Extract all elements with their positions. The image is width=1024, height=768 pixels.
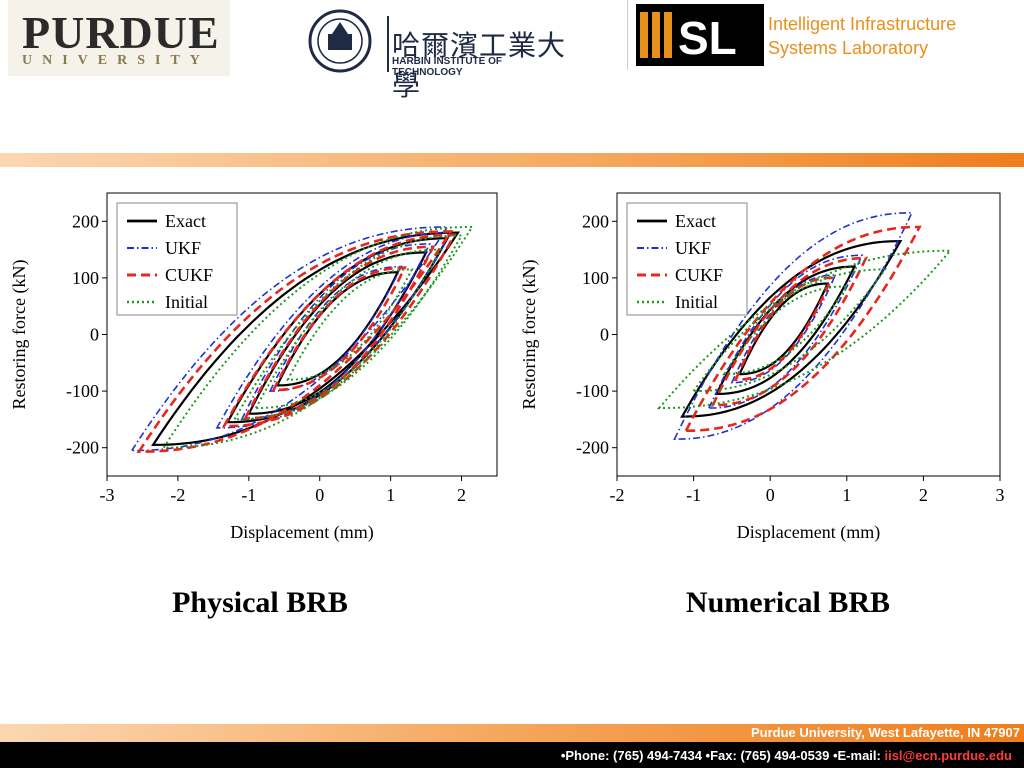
x-tick-label: -1: [241, 485, 256, 505]
footer-contact: •Phone: (765) 494-7434 •Fax: (765) 494-0…: [561, 748, 1012, 763]
series-ukf-loop-0: [130, 226, 449, 452]
footer-email-link[interactable]: iisl@ecn.purdue.edu: [884, 748, 1012, 763]
isl-mark-icon: SL: [636, 4, 764, 66]
purdue-sub: UNIVERSITY: [22, 53, 210, 68]
footer-contact-text: •Phone: (765) 494-7434 •Fax: (765) 494-0…: [560, 748, 885, 763]
isl-line2: Systems Laboratory: [768, 38, 929, 58]
legend-label-initial: Initial: [165, 292, 208, 312]
series-cukf-loop-2: [271, 266, 407, 392]
legend-label-exact: Exact: [165, 211, 206, 231]
series-cukf-loop-1: [243, 245, 436, 420]
hit-seal-icon: [308, 9, 372, 73]
x-tick-label: 1: [842, 485, 851, 505]
x-tick-label: -1: [686, 485, 701, 505]
x-tick-label: 2: [457, 485, 466, 505]
hit-logo: 哈爾濱工業大學 HARBIN INSTITUTE OF TECHNOLOGY: [302, 8, 572, 102]
legend-label-ukf: UKF: [675, 238, 711, 258]
hit-name-en: HARBIN INSTITUTE OF TECHNOLOGY: [392, 56, 502, 78]
x-tick-label: 0: [766, 485, 775, 505]
svg-text:SL: SL: [678, 12, 737, 64]
series-ukf-loop-0: [673, 211, 914, 441]
y-tick-label: 100: [582, 268, 609, 288]
header: PURDUE UNIVERSITY 哈爾濱工業大學 HARBIN INSTITU…: [0, 0, 1024, 102]
isl-logo: SL Intelligent Infrastructure Systems La…: [636, 0, 1024, 70]
series-exact-loop-3: [225, 237, 450, 424]
legend-label-exact: Exact: [675, 211, 716, 231]
hit-divider: [387, 16, 389, 72]
x-tick-label: -2: [170, 485, 185, 505]
x-tick-label: 1: [386, 485, 395, 505]
series-initial-loop-2: [722, 285, 849, 376]
y-tick-label: -100: [66, 381, 99, 401]
y-axis-label: Restoring force (kN): [519, 260, 540, 410]
legend-label-initial: Initial: [675, 292, 718, 312]
series-ukf-loop-2: [730, 274, 837, 384]
series-ukf-loop-1: [240, 243, 431, 421]
y-tick-label: -200: [576, 438, 609, 458]
chart-1: -2 -1 0 1 2 3 -200 -100 0 100 200 Displacement (mm)…: [519, 192, 1005, 543]
legend-label-cukf: CUKF: [675, 265, 723, 285]
caption-physical: Physical BRB: [172, 586, 348, 619]
series-initial-loop-1: [691, 268, 888, 393]
header-separator: [627, 0, 628, 70]
series-ukf-loop-1: [707, 254, 864, 409]
purdue-logo: PURDUE UNIVERSITY: [8, 0, 230, 76]
footer-address-bar: Purdue University, West Lafayette, IN 47…: [0, 724, 1024, 742]
series-initial-loop-2: [286, 268, 414, 381]
y-tick-label: -200: [66, 438, 99, 458]
footer-address: Purdue University, West Lafayette, IN 47…: [750, 725, 1020, 740]
y-tick-label: 0: [600, 325, 609, 345]
legend-label-ukf: UKF: [165, 238, 201, 258]
series-cukf-loop-2: [733, 276, 834, 382]
hit-name-cn: 哈爾濱工業大學: [392, 29, 567, 102]
y-tick-label: 200: [72, 211, 99, 231]
chart-0: -3 -2 -1 0 1 2 -200 -100 0 100 200 Displacement (mm…: [9, 192, 498, 543]
series-initial-loop-0: [161, 226, 475, 449]
y-tick-label: -100: [576, 381, 609, 401]
x-axis-label: Displacement (mm): [737, 522, 880, 543]
caption-numerical: Numerical BRB: [685, 586, 891, 619]
x-tick-label: 0: [315, 485, 324, 505]
y-tick-label: 0: [90, 325, 99, 345]
series-exact-loop-0: [680, 239, 903, 418]
y-tick-label: 200: [582, 211, 609, 231]
orange-divider: [0, 153, 1024, 167]
x-tick-label: 3: [996, 485, 1005, 505]
isl-line1: Intelligent Infrastructure: [768, 14, 957, 34]
x-tick-label: 2: [919, 485, 928, 505]
series-initial-loop-1: [254, 248, 442, 410]
y-axis-label: Restoring force (kN): [9, 260, 30, 410]
series-initial-loop-3: [232, 234, 464, 421]
series-cukf-loop-0: [683, 225, 922, 432]
series-group: [130, 226, 475, 454]
series-cukf-loop-0: [136, 230, 454, 454]
y-tick-label: 100: [72, 268, 99, 288]
x-tick-label: -2: [610, 485, 625, 505]
series-cukf-loop-1: [710, 256, 869, 407]
purdue-name: PURDUE: [22, 7, 220, 58]
series-group: [656, 211, 953, 441]
footer-contact-bar: •Phone: (765) 494-7434 •Fax: (765) 494-0…: [0, 742, 1024, 768]
legend-label-cukf: CUKF: [165, 265, 213, 285]
x-axis-label: Displacement (mm): [230, 522, 373, 543]
x-tick-label: -3: [100, 485, 115, 505]
